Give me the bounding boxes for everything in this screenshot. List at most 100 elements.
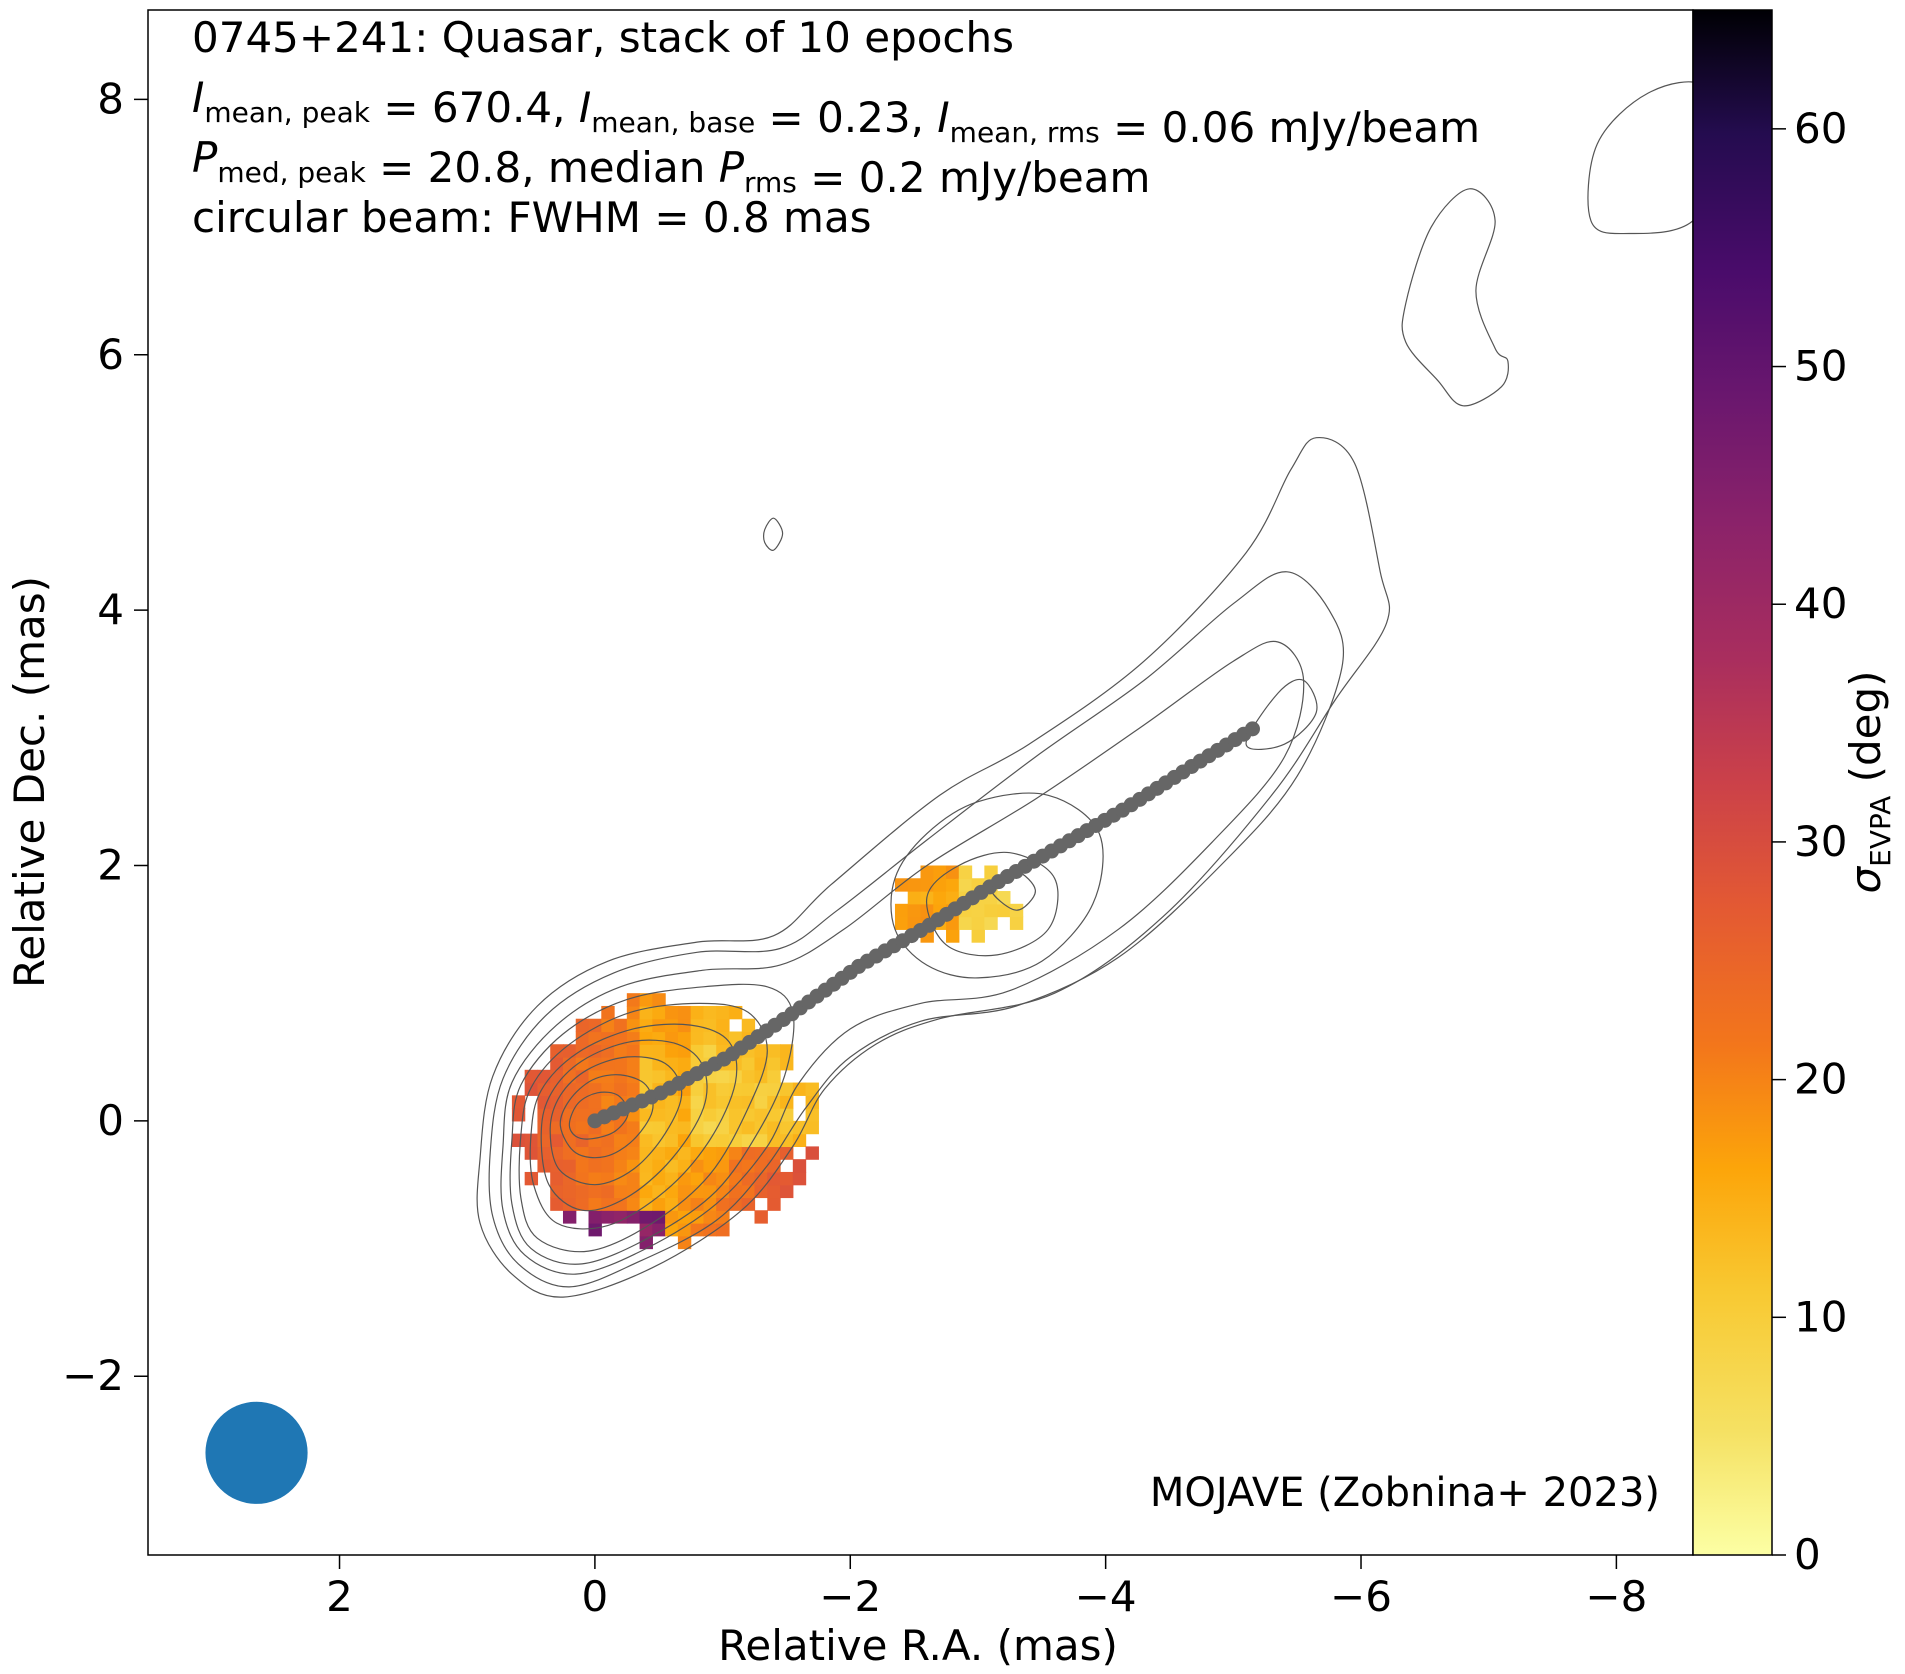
evpa-uncertainty-map <box>511 865 1024 1250</box>
map-pixel <box>524 1069 539 1084</box>
colorbar-tick-label: 10 <box>1794 1292 1847 1341</box>
map-pixel <box>665 1057 679 1071</box>
map-pixel <box>677 1044 692 1058</box>
map-pixel <box>537 1069 551 1084</box>
map-pixel <box>639 1133 653 1148</box>
map-pixel <box>690 1044 705 1058</box>
y-tick-label: 4 <box>97 585 124 634</box>
map-pixel <box>716 1031 730 1045</box>
map-pixel <box>780 1108 794 1122</box>
map-pixel <box>614 1044 628 1058</box>
map-pixel <box>511 1133 526 1148</box>
map-pixel <box>767 1044 781 1058</box>
map-pixel <box>741 1120 756 1135</box>
map-pixel <box>690 1146 705 1160</box>
map-pixel <box>575 1082 590 1096</box>
map-pixel <box>652 1184 666 1199</box>
map-pixel <box>588 1159 602 1173</box>
map-pixel <box>550 1184 564 1199</box>
map-pixel <box>575 1146 590 1160</box>
x-tick-label: −4 <box>1075 1572 1137 1621</box>
map-pixel <box>780 1171 794 1186</box>
info-text-segment: med, peak <box>217 156 366 189</box>
map-pixel <box>716 1171 730 1186</box>
map-pixel <box>601 1210 615 1224</box>
map-pixel <box>780 1082 794 1096</box>
map-pixel <box>971 929 985 943</box>
map-pixel <box>907 903 922 918</box>
map-pixel <box>652 1018 666 1033</box>
map-pixel <box>601 1069 615 1084</box>
map-pixel <box>665 1120 679 1135</box>
colorbar-label-subscript: EVPA <box>1864 796 1897 867</box>
map-pixel <box>716 1005 730 1020</box>
map-pixel <box>792 1120 807 1135</box>
map-pixel <box>665 1171 679 1186</box>
map-pixel <box>728 1108 743 1122</box>
map-pixel <box>626 1210 641 1224</box>
info-text-segment: P <box>192 133 218 182</box>
contour-knot2 <box>926 851 1059 957</box>
map-pixel <box>537 1146 551 1160</box>
map-pixel <box>639 1018 653 1033</box>
map-pixel <box>626 1197 641 1211</box>
map-pixel <box>639 1184 653 1199</box>
map-pixel <box>677 1235 692 1250</box>
map-pixel <box>665 1108 679 1122</box>
map-pixel <box>550 1082 564 1096</box>
map-pixel <box>665 1133 679 1148</box>
map-pixel <box>626 993 641 1007</box>
map-pixel <box>792 1133 807 1148</box>
map-pixel <box>767 1108 781 1122</box>
map-pixel <box>537 1095 551 1109</box>
map-pixel <box>703 1108 717 1122</box>
contour-knot4 <box>1245 678 1318 750</box>
map-pixel <box>626 1184 641 1199</box>
map-pixel <box>677 1146 692 1160</box>
map-pixel <box>652 1146 666 1160</box>
map-pixel <box>703 1082 717 1096</box>
map-pixel <box>690 1159 705 1173</box>
colorbar-tick-label: 40 <box>1794 579 1847 628</box>
info-text-segment: = 0.23, <box>755 93 937 142</box>
map-pixel <box>677 1005 692 1020</box>
map-pixel <box>601 1057 615 1071</box>
map-pixel <box>550 1133 564 1148</box>
map-pixel <box>958 878 973 892</box>
map-pixel <box>575 1069 590 1084</box>
map-pixel <box>997 903 1011 918</box>
map-pixel <box>639 1057 653 1071</box>
map-pixel <box>958 865 973 879</box>
map-pixel <box>690 1108 705 1122</box>
map-pixel <box>537 1159 551 1173</box>
ridge-point <box>1244 721 1260 737</box>
map-pixel <box>677 1108 692 1122</box>
map-pixel <box>741 1018 756 1033</box>
credit-annotation: MOJAVE (Zobnina+ 2023) <box>1150 1470 1660 1516</box>
map-pixel <box>703 1120 717 1135</box>
map-pixel <box>652 1005 666 1020</box>
beam-ellipse <box>205 1401 308 1504</box>
map-pixel <box>639 1210 653 1224</box>
map-pixel <box>588 1171 602 1186</box>
map-pixel <box>626 1005 641 1020</box>
map-pixel <box>626 1159 641 1173</box>
map-pixel <box>984 916 998 930</box>
map-pixel <box>767 1057 781 1071</box>
map-pixel <box>614 1031 628 1045</box>
colorbar-tick-label: 0 <box>1794 1530 1821 1579</box>
map-pixel <box>677 1184 692 1199</box>
colorbar-tick-label: 60 <box>1794 104 1847 153</box>
contour-cloud_a <box>1401 188 1509 407</box>
map-pixel <box>792 1082 807 1096</box>
y-axis-label: Relative Dec. (mas) <box>5 576 54 988</box>
map-pixel <box>716 1069 730 1084</box>
y-tick-label: 8 <box>97 74 124 123</box>
map-pixel <box>575 1159 590 1173</box>
map-pixel <box>626 1082 641 1096</box>
colorbar-tick-label: 30 <box>1794 817 1847 866</box>
colorbar-label-symbol: σ <box>1841 866 1890 894</box>
map-pixel <box>639 1031 653 1045</box>
map-pixel <box>728 1197 743 1211</box>
